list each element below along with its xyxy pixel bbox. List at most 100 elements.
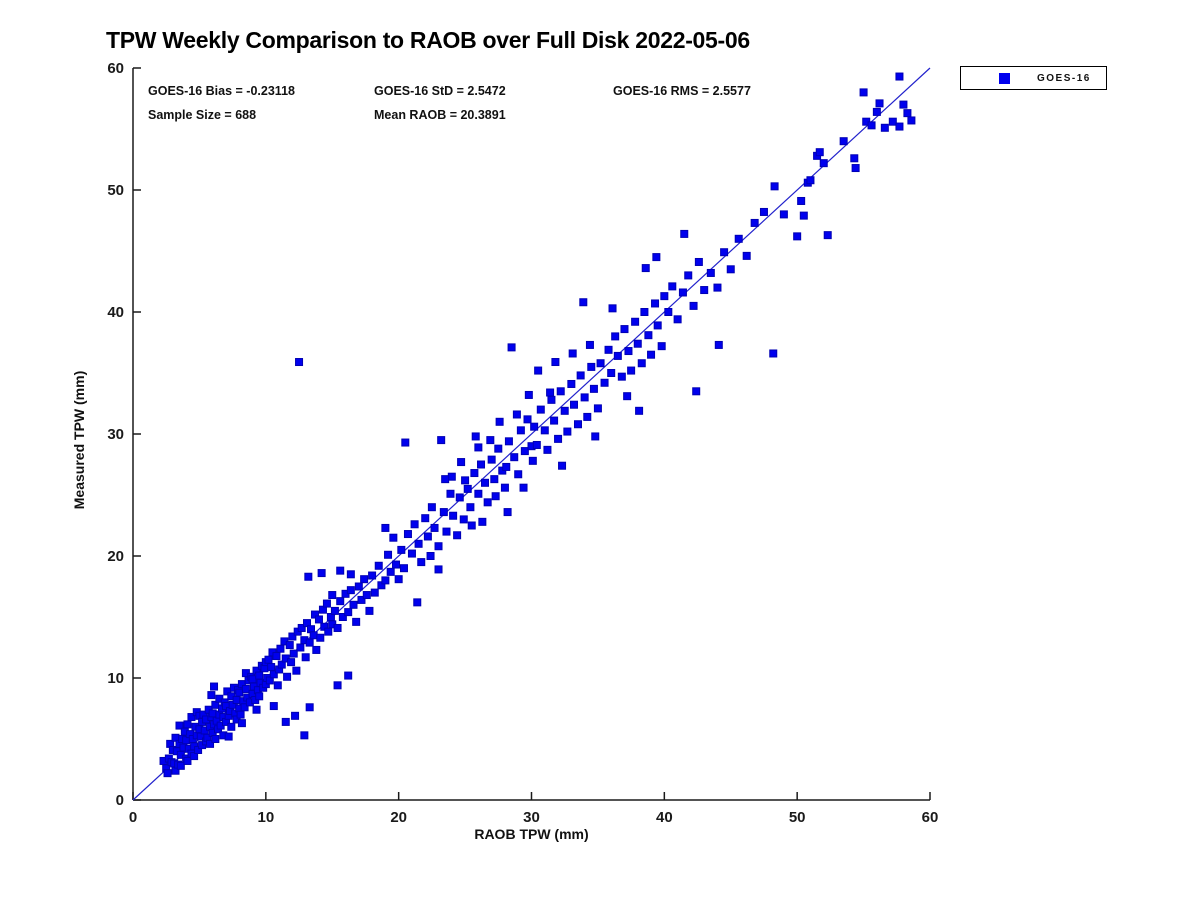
data-point [439,508,448,517]
data-point [427,503,436,512]
data-point [779,210,788,219]
data-point [875,99,884,108]
data-point [426,552,435,560]
data-point [312,645,321,654]
legend-box[interactable]: GOES-16 [960,66,1107,90]
data-point [346,570,355,579]
data-point [799,211,808,220]
data-point [281,717,290,726]
data-point [797,196,806,205]
y-tick-label: 20 [107,548,124,565]
data-point [640,308,649,316]
x-axis-label: RAOB TPW (mm) [474,826,589,842]
data-point [815,148,824,157]
data-point [742,251,751,260]
data-point [304,572,313,581]
data-point [487,455,496,464]
data-point [413,598,422,607]
data-point [494,444,503,453]
x-tick-label: 40 [656,809,673,826]
data-point [651,299,660,308]
data-point [806,176,815,185]
data-point [423,532,432,541]
data-point [397,545,406,554]
data-point [255,692,264,701]
data-point [720,248,729,257]
data-point [252,705,261,714]
data-point [477,460,486,469]
data-point [570,400,579,409]
data-point [338,613,347,621]
legend-marker-square-icon [999,72,1010,84]
data-point [657,342,666,351]
data-point [292,666,301,675]
data-point [678,288,687,297]
data-point [295,358,304,367]
data-point [600,378,609,387]
data-point [442,527,451,536]
data-point [386,567,395,576]
data-point [726,265,735,274]
x-tick-label: 0 [129,809,137,826]
data-point [623,392,632,401]
data-point [236,710,245,719]
data-point [510,453,519,462]
data-point [288,632,297,641]
data-point [624,347,633,356]
data-point [895,122,904,131]
data-point [446,489,455,498]
data-point [576,371,585,380]
data-point [417,558,426,567]
data-point [560,406,569,415]
data-point [556,387,565,396]
data-point [530,422,539,431]
data-point [713,283,722,292]
data-point [463,484,472,493]
y-tick-label: 50 [107,182,124,199]
y-tick-label: 40 [107,304,124,321]
stat-std: GOES-16 StD = 2.5472 [374,84,506,98]
data-point [317,569,326,578]
data-point [486,436,495,445]
stat-rms: GOES-16 RMS = 2.5577 [613,84,751,98]
data-point [608,304,617,313]
data-point [500,483,509,492]
data-point [481,478,490,487]
data-point [714,340,723,349]
data-point [635,406,644,415]
data-point [474,443,483,452]
data-point [528,456,537,465]
x-tick-label: 10 [257,809,274,826]
data-point [344,671,353,680]
data-point [187,713,196,722]
data-point [381,576,390,585]
data-point [316,633,325,642]
data-point [617,372,626,381]
data-point [455,493,464,502]
data-point [504,437,513,446]
data-point [627,366,636,375]
data-point [543,445,552,454]
data-point [734,234,743,243]
data-point [611,332,620,341]
data-point [357,595,366,604]
data-point [568,349,577,358]
data-point [583,412,592,421]
data-point [407,549,416,558]
data-point [285,641,294,650]
data-point [414,539,423,548]
data-point [888,117,897,126]
data-point [520,447,529,456]
data-point [514,470,523,479]
data-point [374,561,383,570]
data-point [384,550,393,559]
data-point [333,623,342,632]
data-point [401,438,410,447]
data-point [653,321,662,330]
data-point [532,440,541,449]
data-point [352,617,361,626]
data-point [349,600,358,609]
data-point [305,638,314,647]
data-point [227,722,236,731]
